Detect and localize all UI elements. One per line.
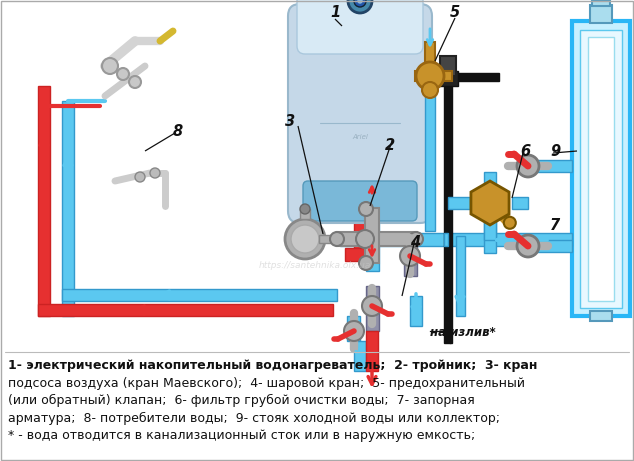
Circle shape: [344, 321, 364, 341]
Text: * - вода отводится в канализационный сток или в наружную емкость;: * - вода отводится в канализационный сто…: [8, 430, 476, 443]
Bar: [345, 248, 377, 261]
Bar: [456, 236, 465, 316]
Bar: [484, 172, 496, 240]
Bar: [38, 86, 50, 316]
Text: подсоса воздуха (кран Маевского);  4- шаровой кран;  5- предохранительный: подсоса воздуха (кран Маевского); 4- шар…: [8, 377, 525, 390]
Circle shape: [400, 246, 420, 266]
Circle shape: [416, 62, 444, 90]
Text: 4: 4: [410, 236, 420, 250]
Circle shape: [422, 82, 438, 98]
Circle shape: [504, 217, 516, 229]
Bar: [448, 197, 470, 209]
Text: 1- электрический накопительный водонагреватель;  2- тройник;  3- кран: 1- электрический накопительный водонагре…: [8, 359, 538, 372]
Text: 3: 3: [285, 113, 295, 129]
Circle shape: [291, 225, 319, 253]
Bar: [580, 30, 622, 308]
Circle shape: [356, 230, 374, 248]
Bar: [404, 236, 417, 276]
Bar: [62, 101, 74, 316]
Text: Ariel: Ariel: [352, 134, 368, 140]
Bar: [484, 198, 496, 253]
Circle shape: [362, 296, 382, 316]
Bar: [0, 0, 634, 353]
Bar: [425, 42, 435, 62]
Bar: [366, 183, 378, 201]
Text: 1: 1: [330, 6, 340, 20]
Bar: [572, 21, 630, 316]
Bar: [512, 197, 528, 209]
Text: на излив*: на излив*: [430, 326, 496, 339]
Bar: [444, 73, 499, 81]
Circle shape: [102, 58, 118, 74]
Bar: [347, 316, 360, 341]
Circle shape: [300, 204, 310, 214]
Circle shape: [359, 202, 373, 216]
Text: 7: 7: [550, 219, 560, 234]
Text: https://santehnika.olx.ua: https://santehnika.olx.ua: [259, 261, 371, 271]
Circle shape: [117, 68, 129, 80]
Bar: [592, 0, 610, 6]
FancyBboxPatch shape: [297, 0, 423, 54]
Bar: [444, 71, 452, 343]
Text: 6: 6: [520, 143, 530, 159]
Bar: [366, 198, 379, 233]
Circle shape: [330, 232, 344, 246]
Bar: [366, 233, 379, 271]
Bar: [528, 240, 572, 252]
Bar: [444, 71, 452, 81]
Bar: [415, 71, 430, 81]
Circle shape: [359, 256, 373, 270]
Bar: [62, 289, 337, 301]
Bar: [300, 209, 310, 219]
Circle shape: [129, 76, 141, 88]
Bar: [590, 311, 612, 321]
Circle shape: [358, 0, 362, 3]
Circle shape: [409, 232, 423, 246]
Bar: [425, 74, 435, 231]
Circle shape: [135, 172, 145, 182]
Bar: [438, 71, 458, 86]
Bar: [354, 204, 367, 256]
Text: (или обратный) клапан;  6- фильтр грубой очистки воды;  7- запорная: (или обратный) клапан; 6- фильтр грубой …: [8, 393, 475, 407]
Bar: [337, 232, 417, 246]
Circle shape: [517, 155, 539, 177]
FancyBboxPatch shape: [288, 4, 432, 223]
Text: 9: 9: [550, 143, 560, 159]
Bar: [444, 233, 448, 246]
Circle shape: [150, 168, 160, 178]
Circle shape: [517, 235, 539, 257]
Circle shape: [285, 219, 325, 259]
Bar: [38, 304, 333, 316]
Bar: [319, 235, 337, 243]
Bar: [440, 56, 456, 76]
Bar: [365, 208, 379, 263]
Polygon shape: [471, 181, 509, 225]
Bar: [354, 341, 366, 371]
Text: 5: 5: [450, 6, 460, 20]
Bar: [340, 233, 572, 246]
Text: арматура;  8- потребители воды;  9- стояк холодной воды или коллектор;: арматура; 8- потребители воды; 9- стояк …: [8, 412, 500, 425]
Text: 2: 2: [385, 138, 395, 154]
Bar: [366, 331, 378, 371]
Bar: [590, 5, 612, 23]
Bar: [528, 160, 572, 172]
Circle shape: [348, 0, 372, 13]
Bar: [588, 37, 614, 301]
Circle shape: [354, 0, 366, 7]
FancyBboxPatch shape: [303, 181, 417, 221]
Bar: [366, 286, 379, 331]
Bar: [410, 296, 422, 326]
Text: 8: 8: [173, 124, 183, 138]
